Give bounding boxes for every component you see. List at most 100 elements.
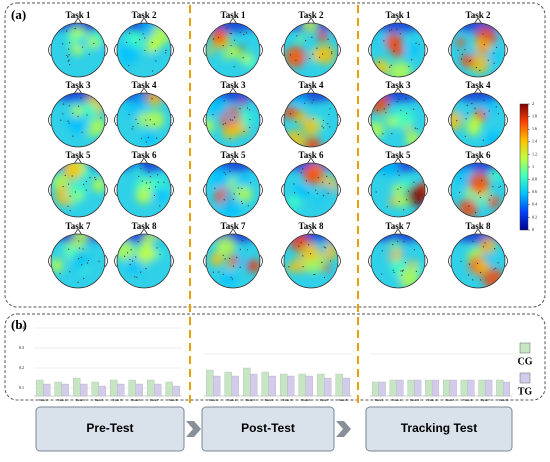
electrode bbox=[149, 119, 151, 121]
topomap-blobs bbox=[206, 163, 260, 217]
bar bbox=[43, 383, 51, 397]
electrode bbox=[288, 266, 290, 268]
nose bbox=[393, 228, 403, 236]
nose bbox=[73, 17, 83, 25]
ear bbox=[448, 254, 508, 268]
blob bbox=[151, 237, 167, 253]
blob bbox=[248, 259, 260, 273]
topomap bbox=[114, 228, 174, 289]
electrode bbox=[128, 64, 130, 67]
bar bbox=[224, 371, 232, 397]
topomap-outline bbox=[50, 162, 106, 218]
blob bbox=[384, 33, 403, 51]
electrode bbox=[391, 132, 393, 135]
electrode bbox=[217, 36, 220, 39]
electrode bbox=[316, 192, 318, 195]
task-label: Task 8 bbox=[466, 221, 491, 231]
blob bbox=[386, 244, 404, 262]
electrode bbox=[66, 30, 68, 32]
blob bbox=[469, 53, 490, 74]
electrode bbox=[382, 133, 384, 135]
colorbar-tick-label: 0.8 bbox=[532, 177, 537, 182]
topomap-outline bbox=[116, 162, 172, 218]
task-label: Task 1 bbox=[66, 10, 91, 20]
topomap-field bbox=[284, 234, 338, 288]
electrode bbox=[322, 181, 324, 183]
bar bbox=[324, 377, 332, 397]
electrode bbox=[477, 192, 480, 194]
electrode bbox=[497, 262, 499, 264]
electrode bbox=[469, 59, 472, 62]
electrode bbox=[385, 112, 387, 114]
electrode bbox=[397, 240, 399, 243]
electrode bbox=[222, 45, 224, 47]
colorbar-tick-label: 2 bbox=[532, 101, 534, 106]
x-tick-label: Task 3 bbox=[76, 398, 85, 402]
electrode bbox=[461, 53, 463, 55]
nose bbox=[473, 228, 483, 236]
electrode bbox=[317, 177, 319, 179]
task-label: Task 7 bbox=[386, 221, 411, 231]
bar bbox=[496, 379, 504, 397]
blob bbox=[73, 234, 90, 244]
electrode bbox=[156, 137, 158, 139]
electrode bbox=[309, 57, 311, 60]
blob bbox=[318, 184, 334, 199]
electrode bbox=[402, 270, 404, 272]
electrode bbox=[229, 119, 231, 121]
electrode bbox=[302, 266, 304, 268]
electrode bbox=[231, 53, 233, 55]
electrode bbox=[135, 118, 137, 121]
electrode bbox=[135, 256, 137, 258]
electrode bbox=[249, 109, 251, 111]
electrode bbox=[398, 174, 400, 176]
blob bbox=[405, 43, 419, 57]
electrode bbox=[413, 181, 415, 183]
electrode bbox=[383, 108, 385, 110]
x-tick-label: Task 4 bbox=[94, 398, 103, 402]
electrode bbox=[163, 181, 165, 183]
electrode bbox=[311, 102, 313, 104]
colorbar-tick-label: 1.2 bbox=[532, 151, 537, 156]
blob bbox=[408, 259, 418, 269]
electrode bbox=[81, 264, 83, 266]
blob bbox=[466, 116, 482, 131]
topomap-field bbox=[51, 23, 105, 77]
electrode bbox=[493, 62, 495, 64]
electrode bbox=[383, 173, 385, 176]
electrode bbox=[62, 185, 64, 188]
electrode bbox=[153, 123, 155, 125]
bar bbox=[342, 377, 350, 397]
electrode bbox=[483, 99, 485, 101]
blob bbox=[63, 163, 83, 181]
blob bbox=[475, 259, 490, 274]
electrode bbox=[295, 59, 297, 61]
electrode bbox=[159, 205, 161, 207]
electrode bbox=[95, 178, 97, 181]
electrode bbox=[495, 106, 497, 108]
electrode bbox=[246, 249, 248, 251]
electrode bbox=[229, 32, 231, 34]
electrode bbox=[62, 113, 64, 115]
topomap bbox=[203, 17, 263, 78]
blob bbox=[285, 46, 307, 68]
blob bbox=[321, 263, 331, 272]
electrode bbox=[468, 263, 471, 265]
electrode bbox=[239, 31, 241, 34]
electrode bbox=[78, 258, 80, 260]
topomap-outline bbox=[205, 233, 261, 289]
topomap-blobs bbox=[284, 234, 338, 273]
x-tick-label: Task 5 bbox=[113, 398, 122, 402]
blob bbox=[134, 167, 142, 175]
electrode bbox=[165, 49, 167, 52]
topomap bbox=[368, 87, 428, 148]
electrode bbox=[293, 192, 296, 194]
electrode bbox=[62, 103, 65, 105]
topomap bbox=[448, 87, 508, 148]
ear bbox=[48, 43, 108, 57]
ear bbox=[368, 113, 428, 127]
electrode bbox=[392, 269, 394, 271]
topomap-field bbox=[206, 93, 260, 147]
stage-box bbox=[35, 406, 185, 452]
electrode bbox=[67, 120, 69, 122]
